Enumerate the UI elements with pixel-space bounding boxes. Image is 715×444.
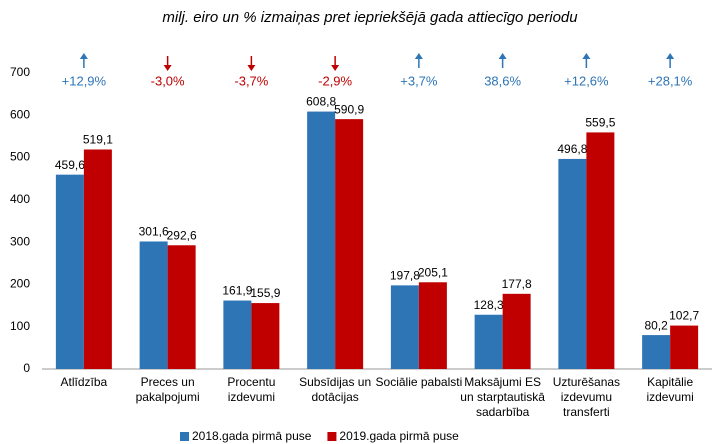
data-label: 128,3 [474,298,504,312]
data-label: 301,6 [139,225,169,239]
x-tick-label: Uzturēšanas izdevumu transferti [553,375,620,419]
x-tick-label: Procentu izdevumi [227,375,275,404]
annotation: -2,9% [318,73,352,88]
bar [139,241,168,369]
y-tick-label: 500 [10,150,30,164]
data-label: 459,6 [55,158,85,172]
bar [83,149,112,369]
bar [390,285,419,369]
bar [474,314,503,369]
bar [502,293,531,369]
data-label: 205,1 [418,265,448,279]
chart-subtitle: milj. eiro un % izmaiņas pret iepriekšēj… [162,9,578,26]
data-label: 80,2 [644,318,668,332]
y-tick-label: 200 [10,277,30,291]
y-tick-label: 0 [23,361,30,375]
data-label: 519,1 [83,133,113,147]
annotation: +12,9% [62,73,107,88]
bar [558,158,587,369]
x-tick-label: Atlīdzība [61,375,108,389]
data-label: 102,7 [669,309,699,323]
annotation: -3,0% [151,73,185,88]
data-label: 161,9 [222,284,252,298]
y-tick-label: 300 [10,234,30,248]
x-tick-label: Sociālie pabalsti [376,375,463,389]
bar [251,303,280,369]
annotation: 38,6% [484,73,521,88]
annotation: +3,7% [400,73,438,88]
data-label: 177,8 [502,277,532,291]
annotation-arrowhead [79,53,88,59]
data-label: 197,8 [390,269,420,283]
data-label: 155,9 [250,286,280,300]
bar [335,119,364,369]
y-tick-label: 700 [10,65,30,79]
x-tick-label: Kapitālie izdevumi [646,375,693,404]
annotation-arrowhead [163,65,172,71]
x-tick-label: Maksājumi ES un starptautiskā sadarbība [460,375,545,419]
data-label: 608,8 [306,95,336,109]
x-tick-label: Preces un pakalpojumi [136,375,200,404]
y-tick-label: 600 [10,107,30,121]
y-tick-label: 400 [10,192,30,206]
bar [223,300,252,369]
legend-swatch [327,432,337,441]
data-label: 292,6 [167,228,197,242]
bar [670,325,699,369]
y-tick-label: 100 [10,319,30,333]
bar [55,174,84,369]
bar [586,132,615,369]
annotation: +28,1% [648,73,693,88]
x-tick-label: Subsīdijas un dotācijas [299,375,371,404]
bar [418,282,447,369]
legend-label: 2018.gada pirmā puse [192,429,312,443]
data-label: 496,8 [557,142,587,156]
annotation-arrowhead [247,65,256,71]
bar [642,335,671,369]
annotation-arrowhead [414,53,423,59]
data-label: 559,5 [585,116,615,130]
annotation-arrowhead [498,53,507,59]
annotation-arrowhead [666,53,675,59]
annotation-arrowhead [582,53,591,59]
annotation: +12,6% [564,73,609,88]
data-label: 590,9 [334,102,364,116]
legend-label: 2019.gada pirmā puse [339,429,459,443]
legend-swatch [180,432,189,441]
annotation-arrowhead [331,65,340,71]
annotation: -3,7% [234,73,268,88]
bar [167,245,196,369]
bar [307,111,336,369]
